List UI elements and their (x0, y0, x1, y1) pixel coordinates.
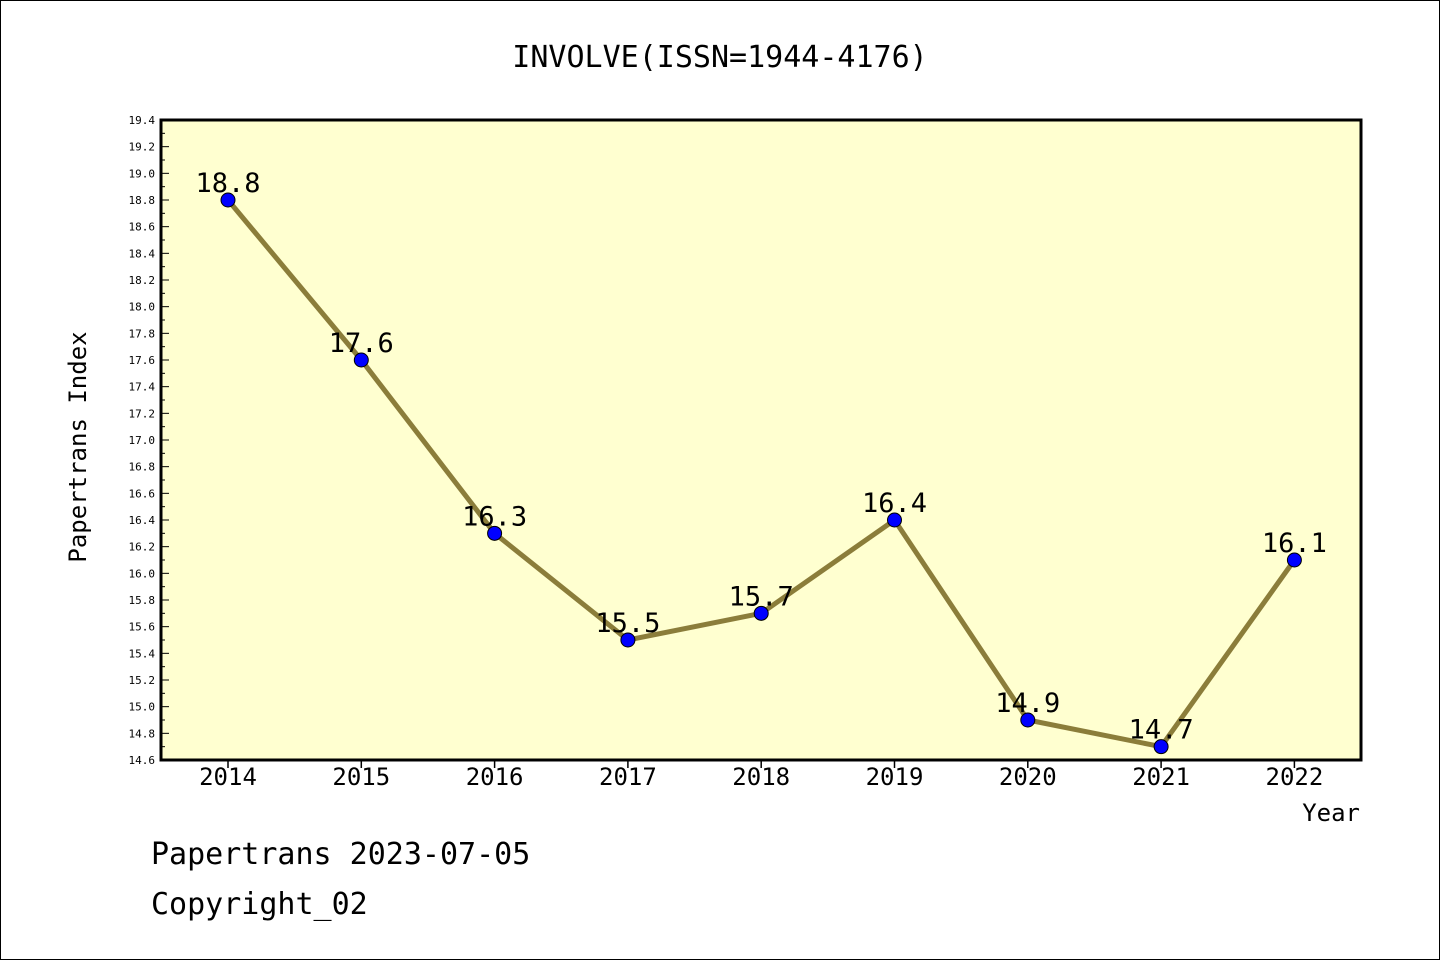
data-point (887, 512, 902, 528)
y-tick-label: 18.8 (129, 194, 156, 207)
y-tick-label: 16.0 (129, 567, 156, 580)
data-point (753, 605, 769, 621)
y-tick-label: 18.2 (129, 274, 156, 287)
y-axis-label: Papertrans Index (64, 331, 92, 562)
y-tick-label: 14.8 (129, 727, 156, 740)
y-tick-label: 18.4 (129, 247, 156, 260)
x-tick-label: 2020 (999, 763, 1057, 791)
data-label: 16.1 (1262, 528, 1327, 559)
data-label: 17.6 (329, 328, 394, 359)
x-tick-label: 2021 (1132, 763, 1190, 791)
data-label: 15.5 (595, 608, 660, 639)
x-tick-label: 2015 (332, 763, 390, 791)
y-tick-label: 16.2 (129, 541, 156, 554)
y-tick-label: 17.8 (129, 327, 156, 340)
y-axis: 14.6 14.8 15.0 15.2 15.4 15.6 15.8 16.0 16.2 16.4… (129, 114, 169, 767)
y-tick-label: 19.0 (129, 167, 156, 180)
data-point (220, 192, 236, 208)
y-tick-label: 15.0 (129, 701, 156, 714)
y-tick-label: 18.6 (129, 221, 156, 234)
data-point (620, 632, 636, 648)
data-label: 14.9 (995, 688, 1060, 719)
data-label: 16.3 (462, 501, 527, 532)
y-tick-label: 19.2 (129, 141, 156, 154)
y-tick-label: 17.2 (129, 407, 156, 420)
y-tick-label: 15.6 (129, 621, 156, 634)
data-label: 14.7 (1129, 715, 1194, 746)
y-tick-label: 17.6 (129, 354, 156, 367)
x-tick-label: 2017 (599, 763, 657, 791)
x-tick-label: 2019 (866, 763, 924, 791)
y-tick-label: 18.0 (129, 301, 156, 314)
y-tick-label: 15.2 (129, 674, 156, 687)
y-tick-label: 14.6 (129, 754, 156, 767)
x-tick-label: 2018 (732, 763, 790, 791)
data-point (353, 352, 369, 368)
footer-copyright: Copyright_02 (151, 887, 368, 922)
chart-title: INVOLVE(ISSN=1944-4176) (512, 40, 927, 75)
footer-date: Papertrans 2023-07-05 (151, 837, 531, 872)
y-tick-label: 16.8 (129, 461, 156, 474)
data-label: 15.7 (729, 581, 794, 612)
y-tick-label: 17.4 (129, 381, 156, 394)
y-tick-label: 17.0 (129, 434, 156, 447)
y-tick-label: 16.4 (129, 514, 156, 527)
x-axis-label: Year (1302, 799, 1360, 827)
data-label: 18.8 (195, 168, 260, 199)
data-point (1153, 739, 1169, 755)
data-label: 16.4 (862, 488, 927, 519)
x-tick-label: 2022 (1266, 763, 1324, 791)
y-tick-label: 15.8 (129, 594, 156, 607)
series: 18.8 17.6 16.3 15.5 15.7 16.4 14.9 14.7 16.1 (195, 168, 1327, 755)
y-tick-label: 16.6 (129, 487, 156, 500)
x-tick-label: 2014 (199, 763, 257, 791)
data-point (1020, 712, 1036, 728)
x-axis: 2014 2015 2016 2017 2018 2019 2020 2021 2022 (199, 760, 1323, 791)
x-tick-label: 2016 (466, 763, 524, 791)
data-point (1286, 552, 1302, 568)
y-tick-label: 15.4 (129, 647, 156, 660)
y-tick-label: 19.4 (129, 114, 156, 127)
data-point (487, 525, 503, 541)
plot-area (159, 118, 1363, 762)
